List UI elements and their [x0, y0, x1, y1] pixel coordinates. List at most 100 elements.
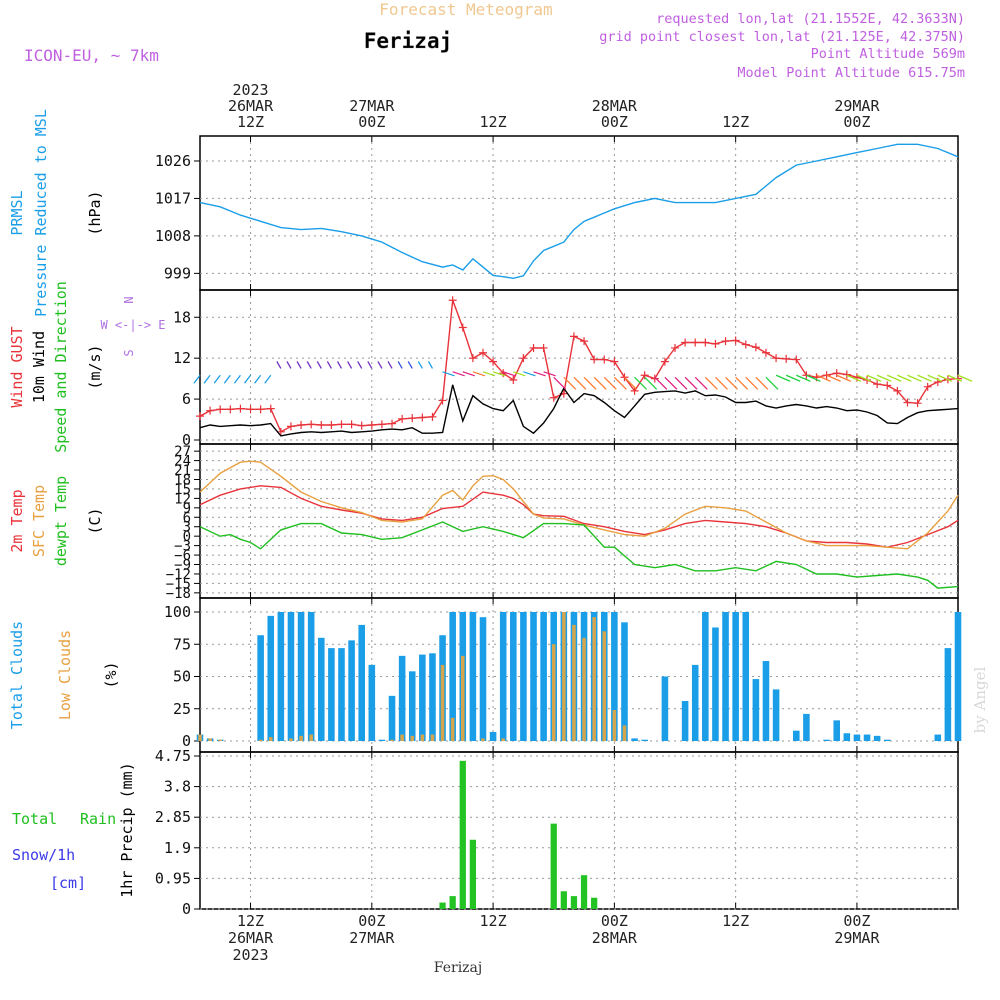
time-label-top: 00Z	[843, 113, 870, 131]
wind-direction-arrow	[613, 376, 627, 390]
bar	[198, 734, 202, 741]
y-tick-label: 100	[164, 603, 191, 621]
wind-direction-arrow	[223, 374, 231, 384]
time-label-top: 29MAR	[834, 97, 880, 115]
bar	[469, 839, 477, 909]
panel-label: Low Clouds	[56, 630, 74, 720]
compass-south: S	[122, 349, 136, 356]
wind-direction-arrow	[254, 374, 262, 384]
bar	[560, 891, 567, 909]
panel-wind: 0 6 12 18 Wind GUST 10m Wind Speed and Directi…	[8, 281, 973, 453]
gust-marker	[418, 413, 427, 422]
time-label-bottom: 26MAR	[228, 929, 274, 947]
panel-label: 2m Temp	[8, 489, 26, 552]
wind-direction-arrow	[462, 371, 475, 377]
panel-label: dewpt Temp	[52, 476, 70, 566]
time-label-top: 26MAR	[228, 97, 274, 115]
location-title: Ferizaj	[364, 29, 453, 53]
gust-marker	[761, 348, 770, 357]
gust-marker	[357, 421, 366, 430]
wind-direction-arrow	[907, 374, 922, 382]
gust-marker	[691, 338, 700, 347]
wind-direction-arrow	[947, 374, 963, 382]
wind-direction-arrow	[583, 376, 597, 390]
wind-direction-arrow	[533, 371, 546, 377]
wind-direction-arrow	[694, 376, 708, 390]
wind-direction-arrow	[417, 361, 423, 369]
wind-direction-arrow	[735, 376, 749, 390]
wind-direction-arrow	[856, 374, 872, 382]
bar	[267, 615, 275, 741]
gust-marker	[327, 421, 336, 429]
wind-direction-arrow	[367, 361, 373, 369]
y-tick-label: 4.75	[155, 747, 191, 765]
point-altitude: Point Altitude 569m	[811, 46, 965, 62]
gust-marker	[711, 339, 720, 348]
bar	[481, 738, 485, 741]
gust-marker	[893, 386, 902, 395]
y-tick-label: 24	[174, 454, 191, 470]
bar	[580, 875, 588, 909]
gust-marker	[428, 412, 437, 421]
bar	[378, 739, 386, 741]
gust-marker	[347, 420, 356, 429]
y-tick-label: 12	[173, 349, 191, 367]
wind-direction-arrow	[502, 371, 516, 377]
bar	[499, 612, 507, 741]
bar	[611, 612, 618, 741]
wind-direction-arrow	[452, 371, 465, 377]
y-tick-label: 27	[174, 444, 191, 460]
gust-marker	[206, 406, 215, 415]
bar	[358, 624, 365, 741]
bar	[449, 896, 456, 909]
y-tick-label: 0	[183, 529, 191, 545]
y-tick-label: 3.8	[164, 778, 191, 796]
wind-direction-arrow	[326, 361, 332, 369]
gust-marker	[236, 404, 245, 413]
y-tick-label: 18	[174, 472, 191, 488]
bar	[469, 612, 477, 741]
y-tick-label: 0	[182, 431, 191, 449]
time-label-bottom: 00Z	[601, 912, 628, 930]
bar	[257, 635, 264, 741]
wind-direction-arrow	[745, 376, 759, 390]
gust-marker	[256, 405, 265, 414]
gust-marker	[569, 332, 578, 341]
bar	[803, 713, 810, 741]
bar	[934, 734, 942, 741]
gust-marker	[216, 405, 225, 414]
bar	[479, 617, 487, 741]
bar	[631, 738, 638, 741]
panel-label: Total	[12, 810, 57, 828]
bar	[772, 689, 780, 741]
wind-direction-arrow	[684, 376, 698, 390]
bar	[449, 612, 456, 741]
credit-watermark: by Angel	[971, 666, 989, 733]
gust-marker	[671, 343, 680, 352]
wind-direction-arrow	[937, 374, 953, 382]
panels: 999 1008 1017 1026 PRMSL Pressure Reduced to …	[8, 109, 973, 918]
gust-marker	[822, 371, 831, 380]
y-tick-label: 1017	[155, 189, 191, 207]
y-tick-label: 1026	[155, 152, 191, 170]
bar	[661, 676, 669, 741]
wind-direction-arrow	[917, 374, 932, 382]
bar	[510, 612, 517, 741]
gust-marker	[529, 343, 538, 352]
y-tick-label: 25	[173, 700, 191, 718]
bar	[722, 612, 729, 741]
panel-pressure: 999 1008 1017 1026 PRMSL Pressure Reduced to …	[8, 109, 959, 317]
time-label-bottom: 2023	[232, 946, 268, 964]
bar	[833, 720, 841, 741]
bar	[591, 897, 598, 909]
y-tick-label: 9	[183, 501, 191, 517]
gust-marker	[660, 357, 669, 366]
wind-direction-arrow	[233, 374, 241, 384]
gust-marker	[610, 357, 619, 366]
gust-marker	[509, 376, 518, 384]
gust-marker	[842, 370, 851, 379]
y-tick-label: −18	[166, 586, 191, 602]
bar	[863, 734, 871, 741]
y-tick-label: 21	[174, 463, 191, 479]
